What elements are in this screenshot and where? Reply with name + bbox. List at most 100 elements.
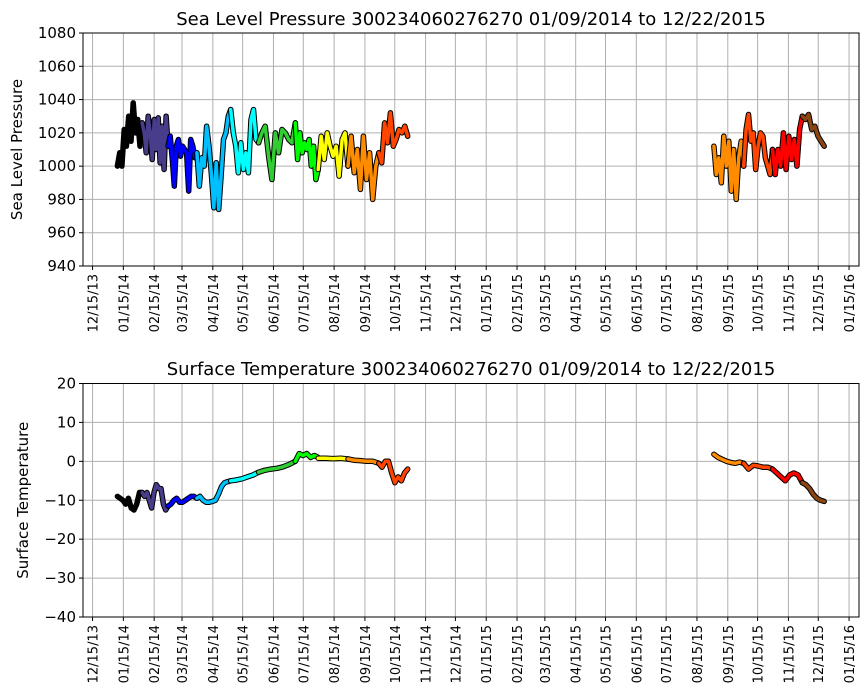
x-tick-label: 06/15/15 [630, 625, 645, 683]
y-tick-label: 960 [47, 224, 76, 242]
x-tick-label: 11/15/15 [782, 625, 797, 683]
temperature-chart: 12/15/13 01/15/14 02/15/14 03/15/14 04/15/14… [14, 359, 860, 683]
x-tick-label: 09/15/15 [722, 274, 737, 332]
y-tick-label: 1080 [38, 24, 76, 42]
series-line-segment [293, 121, 320, 182]
x-tick-label: 04/15/14 [207, 274, 222, 332]
x-tick-label: 02/15/14 [148, 625, 163, 683]
x-tick-label: 05/15/15 [600, 625, 615, 683]
series-line-segment [316, 131, 350, 178]
x-tick-label: 08/15/15 [691, 274, 706, 332]
x-tick-label: 12/15/13 [87, 274, 102, 332]
x-tick-label: 08/15/15 [691, 625, 706, 683]
series-line-segment [228, 107, 261, 175]
x-tick-label: 12/15/15 [812, 274, 827, 332]
y-tick-label: −10 [44, 491, 76, 509]
series-line-segment [346, 457, 381, 466]
y-tick-label: 20 [57, 375, 76, 393]
x-tick-label: 01/15/15 [480, 625, 495, 683]
x-tick-label: 02/15/14 [148, 274, 163, 332]
axes-frame [82, 383, 860, 618]
series-line-segment [346, 134, 381, 202]
y-tick-label: 1000 [38, 157, 76, 175]
x-tick-label: 04/15/14 [207, 625, 222, 683]
y-tick-label: 980 [47, 190, 76, 208]
y-tick-label: −30 [44, 569, 76, 587]
x-tick-label: 02/15/15 [511, 625, 526, 683]
x-tick-label: 06/15/15 [630, 274, 645, 332]
x-tick-label: 01/15/16 [843, 274, 858, 332]
x-tick-label: 08/15/14 [328, 625, 343, 683]
x-tick-label: 10/15/15 [752, 274, 767, 332]
x-tick-label: 03/15/14 [176, 625, 191, 683]
x-tick-label: 07/15/15 [660, 274, 675, 332]
x-tick-label: 04/15/15 [570, 274, 585, 332]
series-line-segment [377, 459, 410, 485]
x-tick-label: 12/15/14 [449, 625, 464, 683]
series-line-segment [741, 112, 775, 177]
x-tick-label: 10/15/14 [389, 274, 404, 332]
x-tick-label: 01/15/15 [480, 274, 495, 332]
y-axis-label: Surface Temperature [14, 422, 32, 579]
x-tick-label: 12/15/13 [87, 625, 102, 683]
x-tick-label: 01/15/16 [843, 625, 858, 683]
x-tick-label: 10/15/15 [752, 625, 767, 683]
series-line-segment [115, 101, 144, 168]
x-tick-label: 07/15/15 [660, 625, 675, 683]
x-tick-label: 09/15/14 [359, 274, 374, 332]
axes-frame [82, 32, 860, 267]
series-line-segment [256, 121, 298, 182]
chart-title: Surface Temperature 300234060276270 01/0… [167, 359, 776, 380]
y-tick-label: −20 [44, 530, 76, 548]
x-tick-label: 07/15/14 [297, 274, 312, 332]
series-line-segment [800, 480, 826, 504]
series-line-segment [293, 451, 320, 464]
series-line-segment [195, 479, 233, 504]
x-tick-label: 09/15/15 [722, 625, 737, 683]
x-tick-label: 01/15/14 [117, 625, 132, 683]
series-line-segment [770, 114, 805, 177]
x-tick-label: 10/15/14 [389, 625, 404, 683]
x-tick-label: 05/15/15 [600, 274, 615, 332]
series-line-segment [166, 134, 199, 193]
x-tick-label: 11/15/14 [420, 625, 435, 683]
x-tick-label: 06/15/14 [267, 274, 282, 332]
x-tick-label: 12/15/15 [812, 625, 827, 683]
series-line-segment [800, 112, 826, 148]
series-line-segment [228, 470, 261, 483]
series-line-segment [195, 107, 233, 212]
y-tick-label: 0 [66, 452, 76, 470]
series-line-segment [741, 461, 775, 471]
y-tick-label: 1020 [38, 124, 76, 142]
y-tick-label: 1060 [38, 57, 76, 75]
x-tick-label: 03/15/15 [539, 625, 554, 683]
x-tick-label: 08/15/14 [328, 274, 343, 332]
x-tick-label: 11/15/14 [420, 274, 435, 332]
y-axis-label: Sea Level Pressure [8, 79, 26, 220]
series-line-segment [712, 134, 746, 202]
chart-title: Sea Level Pressure 300234060276270 01/09… [176, 9, 766, 30]
series-line-segment [316, 456, 350, 461]
x-tick-label: 05/15/14 [237, 625, 252, 683]
series-line-segment [140, 114, 170, 172]
x-tick-label: 11/15/15 [782, 274, 797, 332]
x-tick-label: 12/15/14 [449, 274, 464, 332]
x-tick-label: 02/15/15 [511, 274, 526, 332]
x-tick-label: 03/15/14 [176, 274, 191, 332]
x-tick-label: 05/15/14 [237, 274, 252, 332]
series-line-segment [256, 459, 298, 474]
series-line-segment [770, 467, 805, 485]
x-tick-label: 07/15/14 [297, 625, 312, 683]
y-tick-label: 10 [57, 413, 76, 431]
series-line-segment [166, 494, 199, 508]
y-tick-label: −40 [44, 608, 76, 626]
y-tick-label: 1040 [38, 91, 76, 109]
x-tick-label: 03/15/15 [539, 274, 554, 332]
x-tick-label: 06/15/14 [267, 625, 282, 683]
y-tick-label: 940 [47, 257, 76, 275]
x-tick-label: 04/15/15 [570, 625, 585, 683]
x-tick-label: 01/15/14 [117, 274, 132, 332]
x-tick-label: 09/15/14 [359, 625, 374, 683]
series-line-segment [140, 482, 170, 512]
